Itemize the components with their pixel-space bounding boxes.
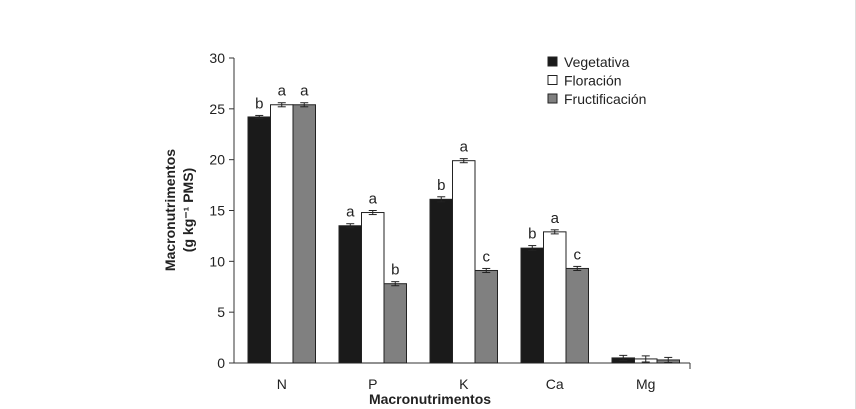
significance-letter: b xyxy=(528,226,536,243)
legend-label: Fructificación xyxy=(564,91,646,107)
significance-letter: c xyxy=(574,246,582,263)
legend-label: Floración xyxy=(564,73,622,89)
significance-letter: a xyxy=(278,83,287,100)
x-tick-label: P xyxy=(368,376,377,392)
x-tick-label: Mg xyxy=(636,376,655,392)
y-tick-label: 15 xyxy=(209,203,225,219)
y-tick-label: 25 xyxy=(209,101,225,117)
y-tick-label: 10 xyxy=(209,253,225,269)
legend-label: Vegetativa xyxy=(564,54,630,70)
y-tick-label: 30 xyxy=(209,50,225,66)
legend-swatch-Vegetativa xyxy=(547,56,558,67)
x-tick-label: N xyxy=(277,376,287,392)
significance-letter: a xyxy=(551,210,560,227)
bar-Ca-Fructificación xyxy=(565,267,589,364)
bar-N-Vegetativa xyxy=(247,116,271,364)
significance-letter: b xyxy=(255,95,263,112)
bar-P-Floración xyxy=(361,212,385,364)
bar-Ca-Floración xyxy=(543,231,567,364)
legend-swatch-Floración xyxy=(547,75,558,85)
y-tick-label: 0 xyxy=(217,355,225,371)
y-tick-label: 5 xyxy=(217,304,225,320)
bar-K-Vegetativa xyxy=(429,198,453,364)
bar-Ca-Vegetativa xyxy=(520,247,544,364)
x-tick-label: K xyxy=(459,376,469,392)
bar-K-Floración xyxy=(452,160,476,364)
bar-P-Fructificación xyxy=(383,283,407,364)
significance-letter: a xyxy=(460,139,469,156)
significance-letter: b xyxy=(437,177,445,194)
significance-letter: b xyxy=(391,262,399,279)
significance-letter: a xyxy=(300,83,309,100)
significance-letter: c xyxy=(483,248,491,265)
x-axis-label: Macronutrimentos xyxy=(369,391,491,407)
y-axis-label: Macronutrimentos xyxy=(162,149,178,271)
bar-P-Vegetativa xyxy=(338,225,362,364)
y-tick-label: 20 xyxy=(209,152,225,168)
bar-N-Floración xyxy=(270,104,294,364)
significance-letter: a xyxy=(369,191,378,208)
bar-K-Fructificación xyxy=(474,269,498,364)
y-axis-unit: (g kg⁻¹ PMS) xyxy=(180,168,196,252)
x-tick-label: Ca xyxy=(546,376,564,392)
significance-letter: a xyxy=(346,204,355,221)
legend-swatch-Fructificación xyxy=(547,93,558,104)
bar-N-Fructificación xyxy=(292,104,316,364)
